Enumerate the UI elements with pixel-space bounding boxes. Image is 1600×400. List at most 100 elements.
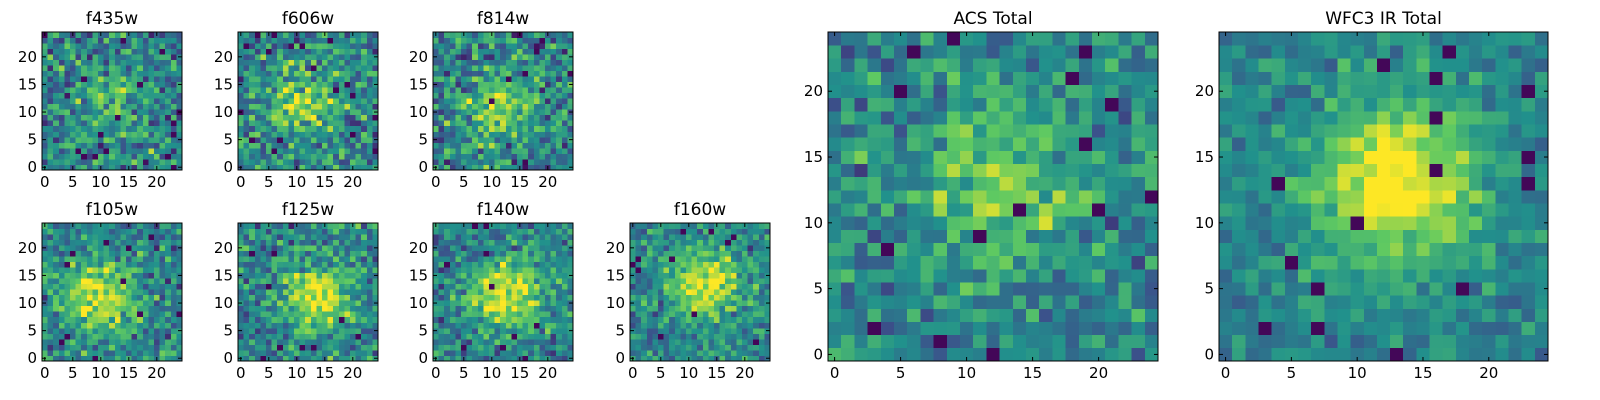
- heatmap-cell: [1039, 282, 1053, 296]
- heatmap-cell: [98, 278, 104, 285]
- heatmap-cell: [350, 327, 356, 334]
- heatmap-cell: [103, 65, 110, 72]
- heatmap-cell: [567, 147, 574, 154]
- heatmap-cell: [159, 54, 166, 60]
- heatmap-cell: [53, 228, 60, 235]
- heatmap-cell: [561, 125, 568, 132]
- heatmap-cell: [165, 147, 172, 154]
- heatmap-cell: [58, 278, 65, 285]
- heatmap-cell: [933, 321, 948, 336]
- heatmap-cell: [366, 109, 373, 116]
- heatmap-cell: [483, 92, 490, 99]
- heatmap-cell: [254, 256, 261, 263]
- heatmap-cell: [725, 223, 732, 229]
- heatmap-cell: [522, 70, 529, 77]
- heatmap-cell: [249, 59, 256, 66]
- heatmap-cell: [109, 120, 116, 127]
- heatmap-cell: [294, 327, 300, 334]
- heatmap-cell: [338, 142, 345, 149]
- heatmap-cell: [528, 98, 535, 105]
- heatmap-cell: [466, 114, 473, 121]
- x-tick-label: 10: [287, 173, 306, 191]
- heatmap-cell: [254, 267, 261, 274]
- heatmap-cell: [282, 81, 289, 88]
- heatmap-cell: [702, 283, 709, 290]
- heatmap-cell: [159, 158, 166, 165]
- heatmap-cell: [86, 234, 93, 240]
- heatmap-cell: [550, 142, 557, 149]
- heatmap-cell: [539, 305, 546, 312]
- heatmap-cell: [338, 311, 345, 318]
- heatmap-cell: [254, 278, 261, 285]
- heatmap-cell: [81, 131, 88, 138]
- heatmap-cell: [114, 59, 121, 66]
- heatmap-cell: [120, 158, 127, 165]
- heatmap-cell: [920, 295, 934, 309]
- heatmap-cell: [533, 109, 540, 116]
- heatmap-cell: [310, 305, 317, 312]
- heatmap-cell: [305, 272, 312, 279]
- heatmap-cell: [165, 87, 172, 94]
- heatmap-cell: [322, 114, 328, 121]
- heatmap-cell: [333, 239, 340, 246]
- heatmap-cell: [719, 239, 726, 246]
- heatmap-cell: [109, 322, 116, 329]
- heatmap-cell: [1078, 282, 1093, 296]
- heatmap-cell: [444, 147, 451, 154]
- heatmap-cell: [137, 256, 144, 263]
- heatmap-cell: [338, 114, 345, 121]
- heatmap-cell: [159, 120, 166, 127]
- heatmap-cell: [561, 344, 568, 351]
- heatmap-cell: [310, 125, 317, 132]
- heatmap-cell: [517, 109, 523, 116]
- heatmap-cell: [333, 283, 340, 290]
- heatmap-cell: [277, 333, 284, 340]
- heatmap-cell: [338, 87, 345, 94]
- heatmap-cell: [42, 43, 48, 49]
- heatmap-cell: [986, 242, 1000, 257]
- heatmap-cell: [75, 32, 82, 38]
- heatmap-cell: [1144, 334, 1159, 349]
- heatmap-cell: [444, 300, 451, 307]
- heatmap-cell: [170, 98, 177, 105]
- heatmap-cell: [126, 261, 132, 268]
- heatmap-cell: [730, 256, 737, 263]
- heatmap-cell: [641, 267, 648, 274]
- heatmap-cell: [170, 164, 177, 171]
- heatmap-cell: [372, 37, 379, 44]
- heatmap-cell: [894, 282, 908, 296]
- heatmap-cell: [472, 32, 479, 38]
- heatmap-cell: [47, 267, 54, 274]
- heatmap-cell: [828, 176, 842, 191]
- heatmap-cell: [238, 125, 244, 132]
- heatmap-cell: [126, 70, 132, 77]
- heatmap-cell: [366, 76, 373, 83]
- heatmap-cell: [266, 65, 272, 72]
- heatmap-cell: [455, 32, 462, 38]
- heatmap-cell: [455, 114, 462, 121]
- heatmap-cell: [1039, 203, 1053, 217]
- heatmap-cell: [64, 272, 71, 279]
- heatmap-cell: [1144, 163, 1159, 178]
- heatmap-cell: [47, 98, 54, 105]
- heatmap-cell: [472, 109, 479, 116]
- heatmap-cell: [260, 234, 267, 240]
- heatmap-cell: [366, 43, 373, 49]
- heatmap-cell: [483, 164, 490, 171]
- heatmap-cell: [316, 103, 323, 110]
- heatmap-cell: [500, 355, 507, 362]
- heatmap-cell: [561, 355, 568, 362]
- heatmap-cell: [103, 142, 110, 149]
- heatmap-cell: [444, 289, 451, 296]
- heatmap-cell: [316, 228, 323, 235]
- heatmap-cell: [680, 316, 687, 323]
- heatmap-cell: [366, 234, 373, 240]
- heatmap-cell: [630, 256, 636, 263]
- heatmap-cell: [310, 43, 317, 49]
- heatmap-cell: [288, 131, 295, 138]
- heatmap-cell: [545, 228, 551, 235]
- heatmap-cell: [170, 256, 177, 263]
- heatmap-cell: [243, 239, 250, 246]
- heatmap-cell: [539, 250, 546, 257]
- heatmap-cell: [686, 294, 692, 301]
